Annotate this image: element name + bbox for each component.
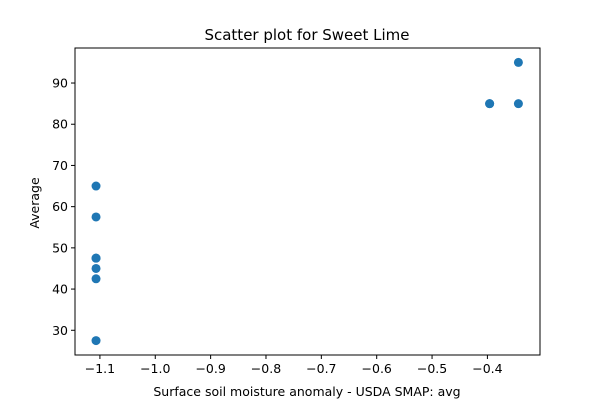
x-tick-label: −1.1: [85, 361, 115, 376]
y-axis: 30 40 50 60 70 80 90: [52, 76, 75, 338]
scatter-point: [485, 99, 495, 109]
scatter-point: [91, 263, 101, 273]
scatter-point: [91, 274, 101, 284]
scatter-point: [91, 336, 101, 346]
plot-area-frame: [74, 47, 541, 356]
x-tick-label: −0.6: [362, 361, 392, 376]
data-points: [91, 57, 523, 346]
x-tick-label: −0.8: [251, 361, 281, 376]
x-axis: −1.1 −1.0 −0.9 −0.8 −0.7 −0.6 −0.5 −0.4: [85, 355, 503, 376]
x-tick-label: −0.5: [417, 361, 447, 376]
scatter-point: [91, 253, 101, 263]
y-tick-label: 50: [52, 240, 68, 255]
y-tick-label: 70: [52, 158, 68, 173]
x-axis-label: Surface soil moisture anomaly - USDA SMA…: [153, 384, 460, 399]
y-tick-label: 80: [52, 117, 68, 132]
chart-title: Scatter plot for Sweet Lime: [204, 26, 409, 44]
x-tick-label: −0.7: [306, 361, 336, 376]
y-tick-label: 30: [52, 323, 68, 338]
y-tick-label: 40: [52, 282, 68, 297]
y-axis-label: Average: [27, 177, 42, 229]
x-tick-label: −0.4: [472, 361, 502, 376]
scatter-point: [513, 57, 523, 67]
y-tick-label: 60: [52, 199, 68, 214]
y-tick-label: 90: [52, 76, 68, 91]
x-tick-label: −1.0: [140, 361, 170, 376]
scatter-point: [91, 212, 101, 222]
scatter-point: [91, 181, 101, 191]
scatter-point: [513, 99, 523, 109]
x-tick-label: −0.9: [195, 361, 225, 376]
